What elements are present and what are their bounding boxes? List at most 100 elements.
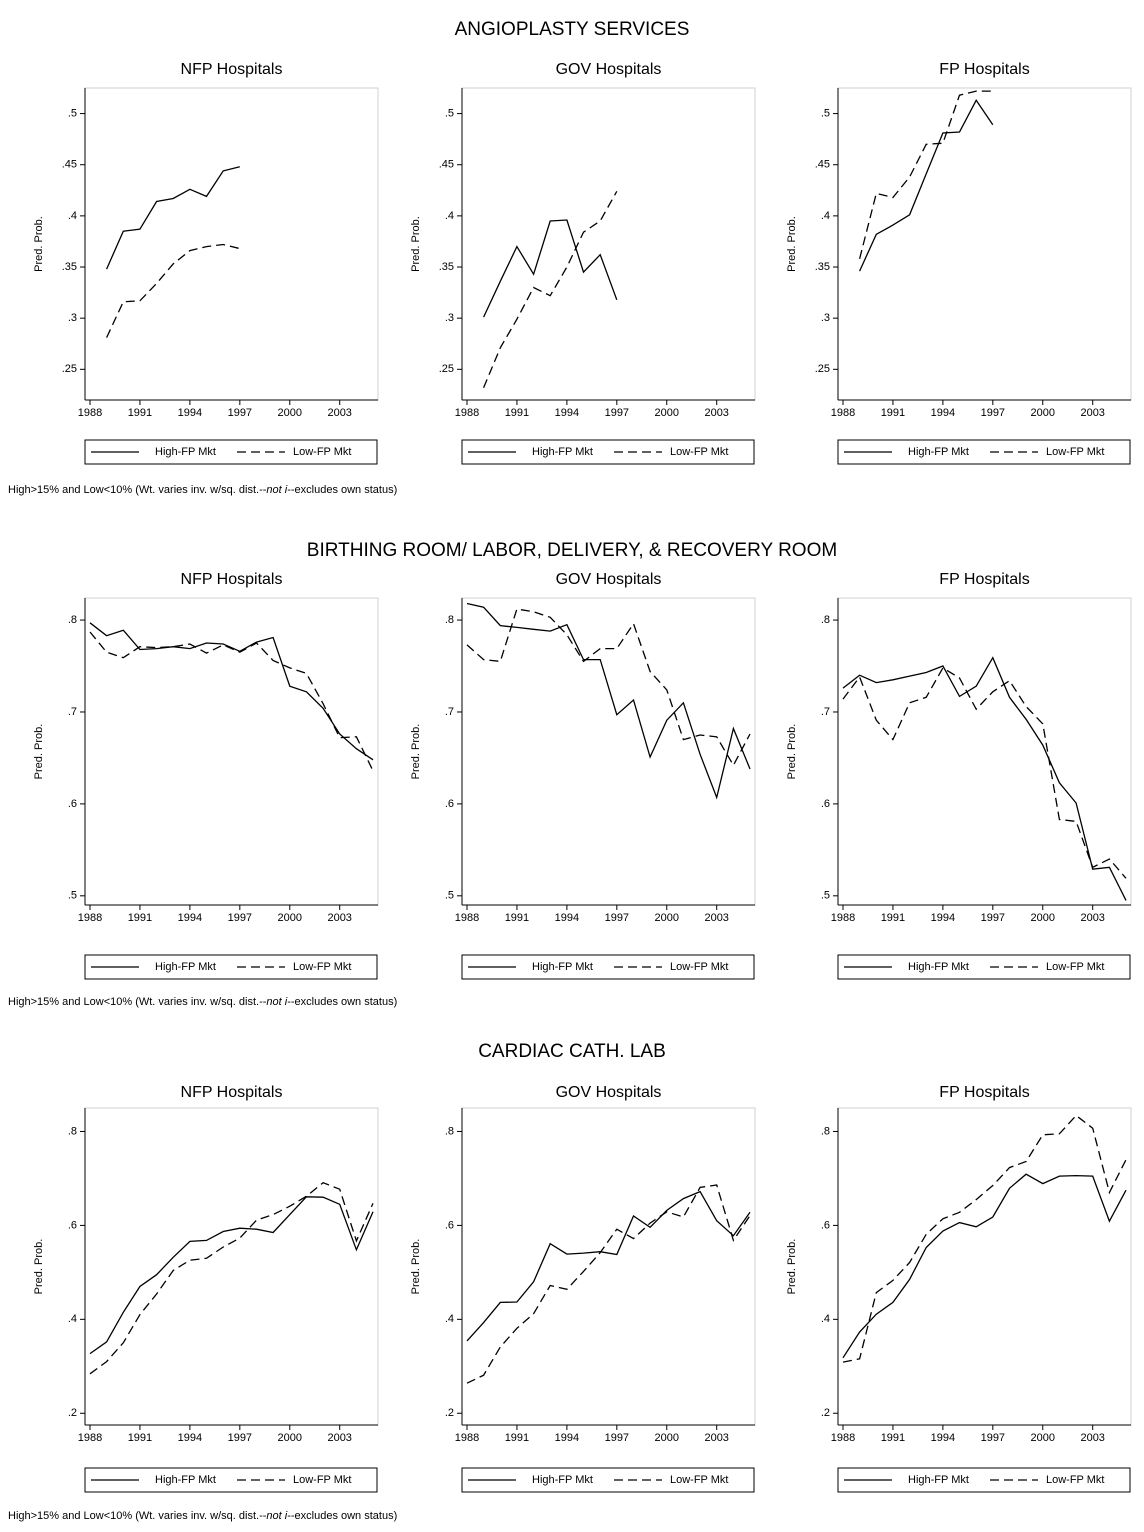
panel-title: GOV Hospitals [556,1084,662,1101]
x-tick-label: 2003 [704,1432,728,1444]
y-tick-label: .8 [821,614,830,626]
line-series [466,608,751,767]
x-tick-label: 2000 [1031,407,1055,419]
y-axis-label: Pred. Prob. [410,1239,422,1295]
y-tick-label: .45 [62,159,77,171]
y-tick-label: .8 [445,1125,454,1137]
y-tick-label: .25 [62,363,77,375]
y-tick-label: .45 [815,159,830,171]
x-tick-label: 1994 [931,912,955,924]
y-tick-label: .6 [445,1219,454,1231]
x-tick-label: 1997 [981,1432,1005,1444]
y-tick-label: .4 [445,210,454,222]
y-tick-label: .6 [821,798,830,810]
y-tick-label: .5 [68,107,77,119]
x-tick-label: 1997 [981,407,1005,419]
note-part: --excludes own status) [287,996,397,1008]
x-tick-label: 1991 [505,912,529,924]
legend-label: High-FP Mkt [908,1474,969,1486]
panel-title: FP Hospitals [939,61,1029,78]
y-tick-label: .8 [68,1125,77,1137]
line-series [466,1190,751,1342]
panel-title: NFP Hospitals [181,61,283,78]
y-tick-label: .25 [439,363,454,375]
x-tick-label: 1988 [455,407,479,419]
plot-frame [84,1107,379,1426]
y-tick-label: .6 [68,798,77,810]
note-part: not i [266,1510,287,1522]
x-tick-label: 1988 [831,912,855,924]
note: High>15% and Low<10% (Wt. varies inv. w/… [8,484,397,496]
y-tick-label: .25 [815,363,830,375]
x-tick-label: 1997 [228,407,252,419]
x-tick-label: 2000 [655,1432,679,1444]
x-tick-label: 1991 [128,1432,152,1444]
y-tick-label: .3 [821,312,830,324]
x-tick-label: 1997 [605,1432,629,1444]
y-tick-label: .5 [445,890,454,902]
x-tick-label: 1997 [981,912,1005,924]
x-tick-label: 1997 [228,1432,252,1444]
y-axis-label: Pred. Prob. [786,724,798,780]
y-tick-label: .7 [445,706,454,718]
legend-label: High-FP Mkt [155,1474,216,1486]
note-part: High>15% and Low<10% (Wt. varies inv. w/… [8,996,267,1008]
note: High>15% and Low<10% (Wt. varies inv. w/… [8,1510,397,1522]
x-tick-label: 2003 [327,1432,351,1444]
x-tick-label: 1994 [931,407,955,419]
x-tick-label: 2000 [1031,912,1055,924]
legend-label: High-FP Mkt [532,961,593,973]
y-tick-label: .5 [68,890,77,902]
y-axis-label: Pred. Prob. [410,724,422,780]
line-series [466,1184,751,1384]
plot-frame [837,1107,1132,1426]
y-tick-label: .3 [445,312,454,324]
section-title: BIRTHING ROOM/ LABOR, DELIVERY, & RECOVE… [307,540,837,561]
y-tick-label: .35 [62,261,77,273]
panel-title: FP Hospitals [939,1084,1029,1101]
note: High>15% and Low<10% (Wt. varies inv. w/… [8,996,397,1008]
x-tick-label: 2000 [278,407,302,419]
y-tick-label: .4 [821,1313,830,1325]
y-axis-label: Pred. Prob. [786,1239,798,1295]
x-tick-label: 2003 [327,407,351,419]
plot-frame [84,87,379,401]
x-tick-label: 1988 [78,1432,102,1444]
legend-label: High-FP Mkt [908,446,969,458]
plot-frame [461,1107,756,1426]
x-tick-label: 1997 [228,912,252,924]
line-series [842,1114,1127,1363]
note-part: --excludes own status) [287,1510,397,1522]
y-tick-label: .7 [68,706,77,718]
y-tick-label: .35 [439,261,454,273]
line-series [106,243,240,338]
x-tick-label: 2003 [1080,1432,1104,1444]
y-tick-label: .45 [439,159,454,171]
y-tick-label: .35 [815,261,830,273]
x-tick-label: 2000 [1031,1432,1055,1444]
line-series [842,1173,1127,1359]
line-series [483,219,618,318]
plot-frame [84,597,379,906]
y-axis-label: Pred. Prob. [33,724,45,780]
legend-label: High-FP Mkt [532,1474,593,1486]
legend-label: Low-FP Mkt [1046,961,1104,973]
x-tick-label: 1991 [881,1432,905,1444]
x-tick-label: 1994 [555,407,579,419]
x-tick-label: 1991 [128,407,152,419]
legend-label: High-FP Mkt [155,446,216,458]
legend-label: Low-FP Mkt [670,1474,728,1486]
x-tick-label: 1991 [505,407,529,419]
panel-title: NFP Hospitals [181,1084,283,1101]
x-tick-label: 1994 [178,407,202,419]
y-tick-label: .7 [821,706,830,718]
note-part: not i [266,996,287,1008]
panel-title: GOV Hospitals [556,571,662,588]
x-tick-label: 1994 [178,1432,202,1444]
x-tick-label: 2003 [327,912,351,924]
y-axis-label: Pred. Prob. [410,216,422,272]
y-tick-label: .4 [68,1313,77,1325]
y-tick-label: .5 [445,107,454,119]
plot-frame [461,87,756,401]
